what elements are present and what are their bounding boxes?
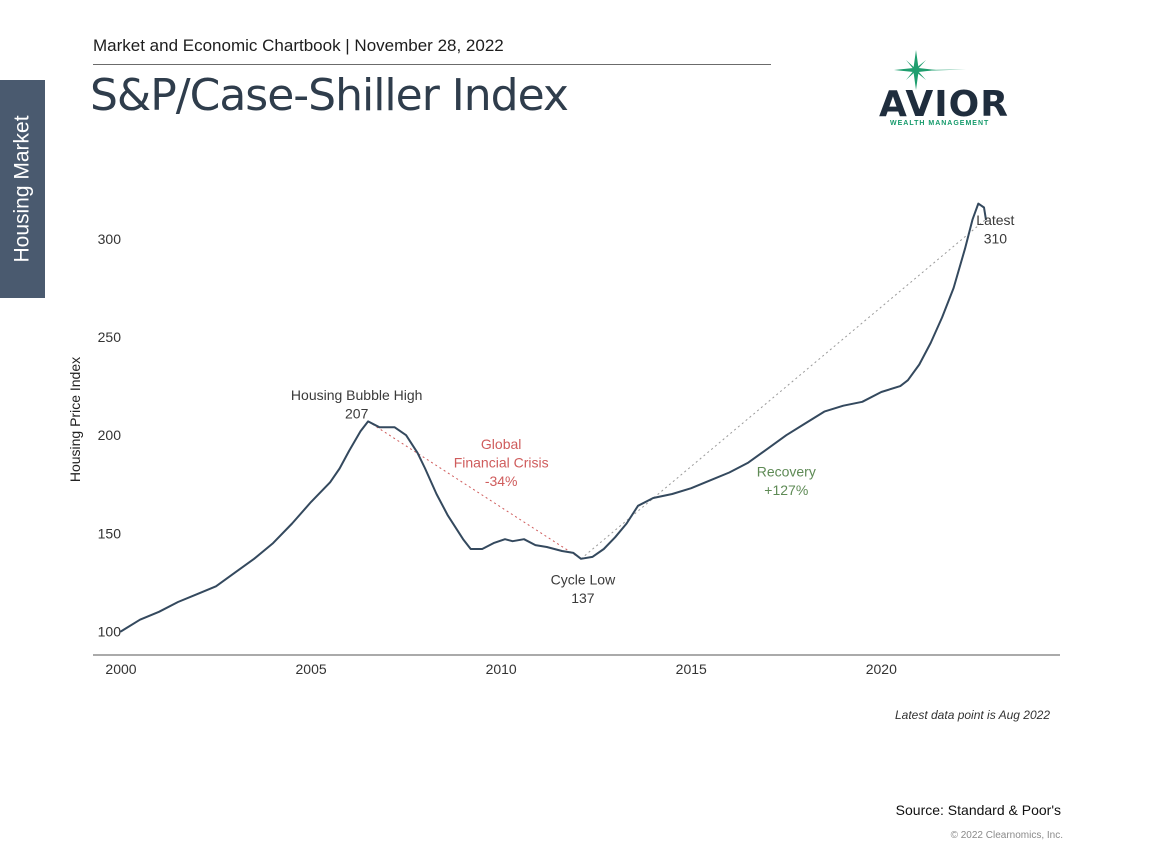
latest-data-note: Latest data point is Aug 2022: [894, 708, 1050, 722]
x-tick-label: 2015: [676, 661, 707, 677]
trend-line-crisis-trend: [367, 421, 582, 560]
side-tab: Housing Market: [0, 80, 45, 298]
annotation-recovery-line: +127%: [764, 482, 808, 498]
logo-wordmark: AVIOR: [879, 84, 1009, 125]
annotation-recovery: Recovery +127%: [757, 463, 816, 498]
x-tick-label: 2005: [296, 661, 327, 677]
y-tick-label: 300: [98, 231, 122, 247]
x-tick-label: 2010: [486, 661, 517, 677]
annotation-peak-line: Housing Bubble High: [291, 387, 423, 403]
annotation-low-line: 137: [571, 590, 595, 606]
annotation-recovery-line: Recovery: [757, 463, 816, 479]
annotation-peak-line: 207: [345, 405, 369, 421]
header-divider: [93, 64, 771, 65]
annotation-latest-line: 310: [984, 231, 1008, 247]
y-tick-label: 100: [98, 623, 122, 639]
annotation-crisis: Global Financial Crisis -34%: [454, 436, 549, 489]
page-title: S&P/Case-Shiller Index: [90, 70, 569, 121]
series-line-1: [120, 202, 987, 633]
annotation-crisis-line: Global: [481, 436, 521, 452]
star-icon: [894, 50, 966, 90]
y-axis-label: Housing Price Index: [67, 357, 83, 482]
x-tick-label: 2000: [105, 661, 136, 677]
annotation-latest-line: Latest: [976, 212, 1014, 228]
annotation-crisis-line: Financial Crisis: [454, 454, 549, 470]
copyright-note: © 2022 Clearnomics, Inc.: [950, 830, 1063, 841]
y-tick-label: 200: [98, 427, 122, 443]
y-tick-label: 250: [98, 329, 122, 345]
trend-line-recovery-trend: [580, 218, 987, 560]
annotation-peak: Housing Bubble High 207: [291, 387, 423, 422]
y-tick-label: 150: [98, 525, 122, 541]
x-tick-label: 2020: [866, 661, 897, 677]
annotation-low: Cycle Low 137: [551, 571, 616, 606]
annotation-crisis-line: -34%: [485, 473, 518, 489]
annotation-latest: Latest 310: [976, 212, 1014, 247]
source-note: Source: Standard & Poor's: [895, 802, 1061, 818]
avior-logo: AVIOR WEALTH MANAGEMENT: [876, 42, 1009, 132]
chartbook-header: Market and Economic Chartbook | November…: [93, 36, 504, 55]
logo-subtitle: WEALTH MANAGEMENT: [890, 120, 990, 127]
annotation-low-line: Cycle Low: [551, 571, 616, 587]
